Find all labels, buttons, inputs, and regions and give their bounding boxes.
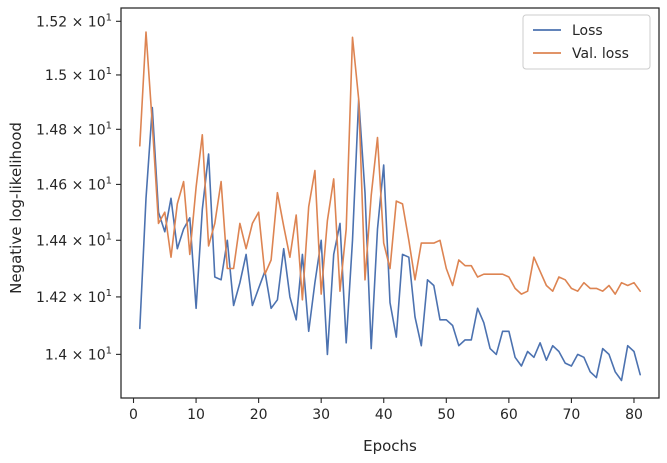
x-tick-label: 20 xyxy=(250,407,268,423)
y-tick-mantissa: 1.4 xyxy=(45,347,67,363)
y-tick-label: 1.4 × 101 xyxy=(45,345,112,363)
x-tick-label: 40 xyxy=(375,407,393,423)
y-tick-times-sign: × xyxy=(67,122,88,138)
x-tick-label: 70 xyxy=(563,407,581,423)
y-tick-mantissa: 1.52 xyxy=(36,14,67,30)
series-layer xyxy=(139,31,642,382)
y-tick-base: 10 xyxy=(88,68,106,84)
y-tick-label: 1.46 × 101 xyxy=(36,175,112,193)
y-tick-mantissa: 1.48 xyxy=(36,122,67,138)
x-tick-label: 30 xyxy=(312,407,330,423)
y-tick-mantissa: 1.42 xyxy=(36,290,67,306)
y-tick-base: 10 xyxy=(88,233,106,249)
y-tick-mantissa: 1.5 xyxy=(45,68,67,84)
y-tick-times-sign: × xyxy=(67,68,88,84)
series-line-val-loss xyxy=(139,31,642,301)
series-line-loss xyxy=(139,98,642,382)
y-tick-base: 10 xyxy=(88,290,106,306)
y-tick-base: 10 xyxy=(88,347,106,363)
x-tick-label: 0 xyxy=(129,407,138,423)
y-tick-mantissa: 1.44 xyxy=(36,233,67,249)
y-tick-times-sign: × xyxy=(67,177,88,193)
y-tick-times-sign: × xyxy=(67,290,88,306)
legend-label-val-loss: Val. loss xyxy=(572,46,629,62)
y-tick-exponent: 1 xyxy=(106,288,112,299)
y-tick-times-sign: × xyxy=(67,14,88,30)
x-tick-label: 50 xyxy=(437,407,455,423)
x-axis-label: Epochs xyxy=(363,437,417,455)
y-tick-label: 1.52 × 101 xyxy=(36,12,112,30)
x-tick-label: 80 xyxy=(625,407,643,423)
y-tick-base: 10 xyxy=(88,122,106,138)
y-tick-label: 1.5 × 101 xyxy=(45,66,112,84)
y-tick-exponent: 1 xyxy=(106,175,112,186)
legend-box xyxy=(522,14,651,70)
plot-frame xyxy=(120,7,660,399)
legend-label-loss: Loss xyxy=(572,23,603,39)
y-tick-exponent: 1 xyxy=(106,345,112,356)
x-axis-ticks: 0 10 20 30 40 50 60 70 80 xyxy=(129,398,643,423)
y-tick-exponent: 1 xyxy=(106,120,112,131)
y-tick-times-sign: × xyxy=(67,347,88,363)
x-tick-label: 60 xyxy=(500,407,518,423)
y-axis-label: Negative log-likelihood xyxy=(7,122,25,294)
x-tick-label: 10 xyxy=(187,407,205,423)
y-tick-mantissa: 1.46 xyxy=(36,177,67,193)
y-tick-times-sign: × xyxy=(67,233,88,249)
y-tick-base: 10 xyxy=(88,177,106,193)
y-tick-base: 10 xyxy=(88,14,106,30)
y-tick-exponent: 1 xyxy=(106,231,112,242)
y-tick-exponent: 1 xyxy=(106,12,112,23)
legend: Loss Val. loss xyxy=(522,14,651,70)
y-tick-label: 1.42 × 101 xyxy=(36,288,112,306)
y-tick-label: 1.48 × 101 xyxy=(36,120,112,138)
y-tick-exponent: 1 xyxy=(106,66,112,77)
y-tick-label: 1.44 × 101 xyxy=(36,231,112,249)
